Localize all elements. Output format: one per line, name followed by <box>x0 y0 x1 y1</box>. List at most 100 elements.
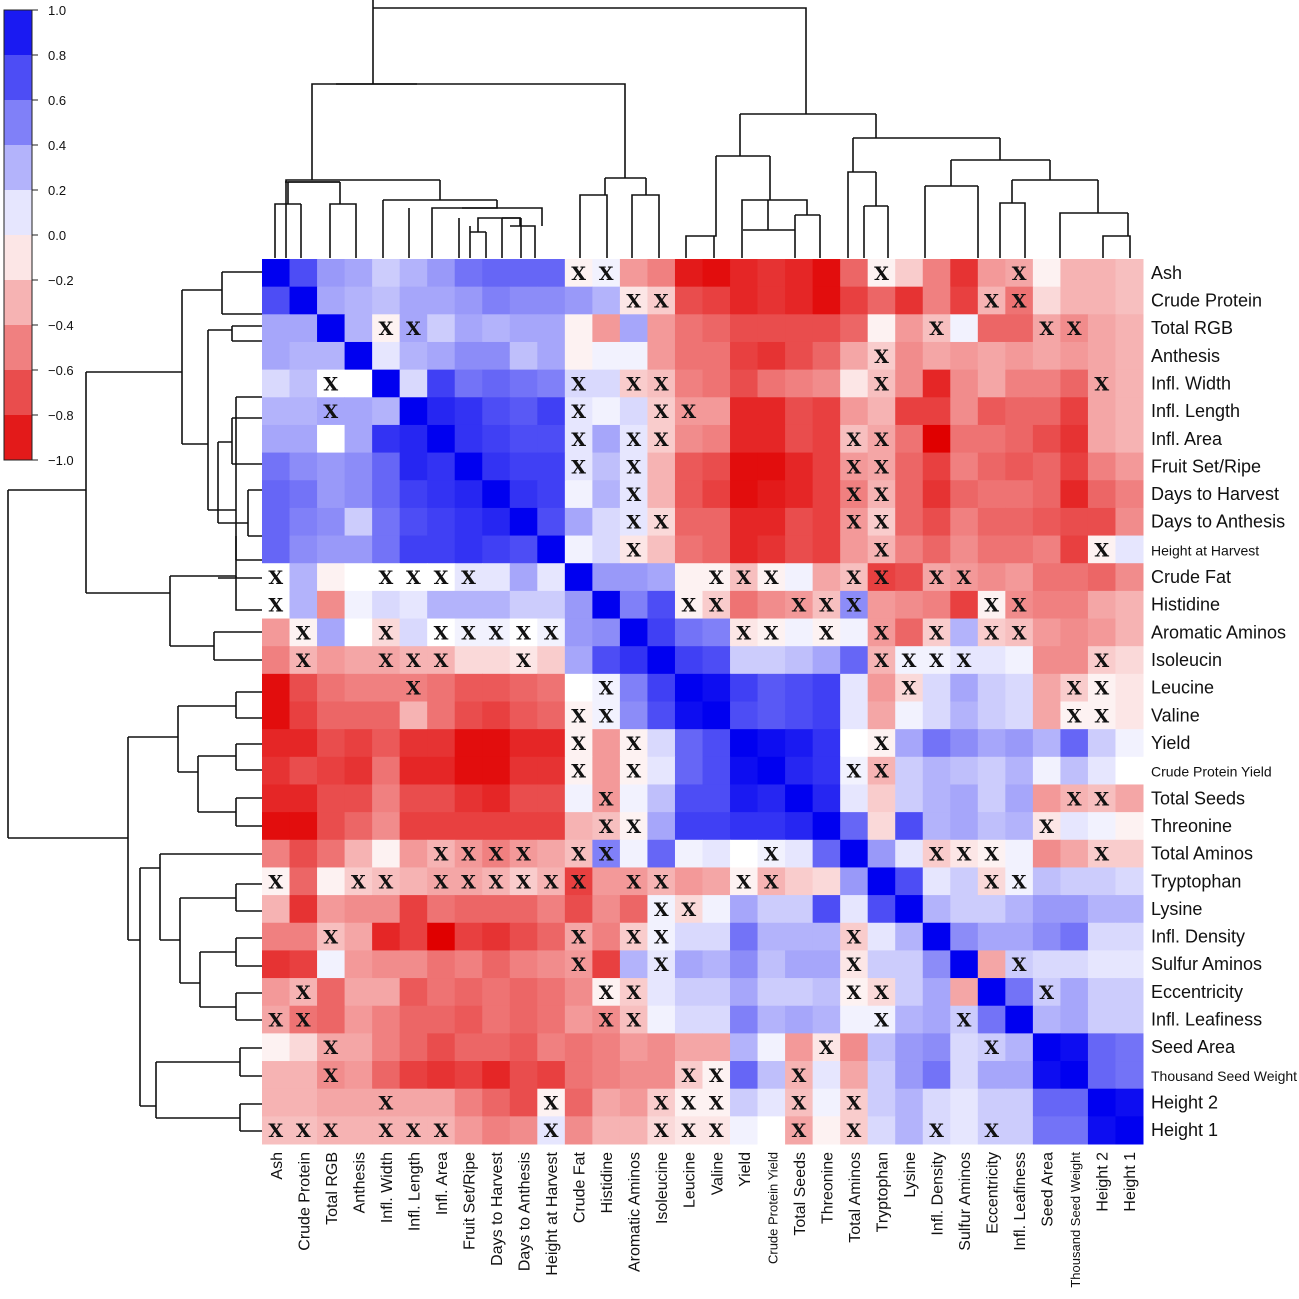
nonsignificant-mark: X <box>819 1037 834 1059</box>
heatmap-cell <box>399 507 428 537</box>
heatmap-cell <box>977 839 1006 868</box>
heatmap-cell <box>1087 673 1116 702</box>
heatmap-cell <box>454 1088 483 1117</box>
column-label: Lysine <box>902 1152 919 1198</box>
heatmap-cell <box>482 646 511 675</box>
heatmap-cell <box>317 1088 346 1117</box>
heatmap-cell <box>344 646 373 675</box>
heatmap-cell <box>344 563 373 592</box>
heatmap-cell <box>1087 756 1116 785</box>
colorbar-tick-label: 0.4 <box>48 138 66 153</box>
column-label: Valine <box>709 1152 726 1195</box>
heatmap-cell <box>812 895 841 924</box>
nonsignificant-mark: X <box>296 1010 311 1032</box>
heatmap-cell <box>977 978 1006 1007</box>
colorbar-tick-label: −0.6 <box>48 363 74 378</box>
nonsignificant-mark: X <box>929 844 944 866</box>
heatmap-cell <box>344 978 373 1007</box>
heatmap-cell <box>1005 424 1034 454</box>
heatmap-cell <box>840 1033 869 1062</box>
heatmap-cell <box>344 839 373 868</box>
heatmap-cell <box>509 867 538 896</box>
heatmap-cell <box>482 341 511 371</box>
heatmap-cell <box>1060 867 1089 896</box>
nonsignificant-mark: X <box>626 927 641 949</box>
heatmap-cell <box>262 424 291 454</box>
heatmap-cell <box>454 369 483 398</box>
heatmap-cell <box>895 1005 924 1034</box>
heatmap-cell <box>344 480 373 509</box>
heatmap-cell <box>1060 922 1089 951</box>
heatmap-cell <box>399 480 428 509</box>
heatmap-cell <box>1032 286 1061 315</box>
heatmap-cell <box>674 618 703 647</box>
heatmap-cell <box>564 978 593 1007</box>
heatmap-cell <box>317 729 346 758</box>
heatmap-cell <box>454 812 483 841</box>
heatmap-cell <box>674 839 703 868</box>
heatmap-cell <box>537 259 566 288</box>
heatmap-cell <box>509 950 538 979</box>
heatmap-cell <box>1060 286 1089 315</box>
row-label: Sulfur Aminos <box>1151 954 1262 974</box>
heatmap-cell <box>372 259 401 288</box>
heatmap-cell <box>812 424 841 454</box>
heatmap-cell <box>950 895 979 924</box>
nonsignificant-mark: X <box>984 1037 999 1059</box>
nonsignificant-mark: X <box>626 429 641 451</box>
nonsignificant-mark: X <box>351 871 366 893</box>
nonsignificant-mark: X <box>874 982 889 1004</box>
heatmap-cell <box>344 397 373 426</box>
heatmap-cell <box>289 590 318 620</box>
heatmap-cell <box>372 1005 401 1034</box>
heatmap-cell <box>702 341 731 371</box>
heatmap-cell <box>922 673 951 702</box>
nonsignificant-mark: X <box>847 512 862 534</box>
heatmap-cell <box>344 1061 373 1090</box>
heatmap-cell <box>950 812 979 841</box>
column-label: Infl. Area <box>434 1152 451 1215</box>
nonsignificant-mark: X <box>1094 539 1109 561</box>
heatmap-cell <box>372 424 401 454</box>
heatmap-cell <box>509 756 538 785</box>
heatmap-cell <box>509 259 538 288</box>
nonsignificant-mark: X <box>654 871 669 893</box>
heatmap-cell <box>537 812 566 841</box>
heatmap-cell <box>730 839 759 868</box>
heatmap-cell <box>922 369 951 398</box>
heatmap-cell <box>922 480 951 509</box>
heatmap-cell <box>564 784 593 813</box>
heatmap-cell <box>950 590 979 620</box>
column-label: Ash <box>269 1152 286 1180</box>
heatmap-cell <box>344 895 373 924</box>
heatmap-cell <box>262 756 291 785</box>
heatmap-cell <box>785 922 814 951</box>
heatmap-cell <box>812 259 841 288</box>
nonsignificant-mark: X <box>984 595 999 617</box>
heatmap-cell <box>1032 314 1061 343</box>
nonsignificant-mark: X <box>902 650 917 672</box>
colorbar-step <box>4 145 32 191</box>
heatmap-cell <box>674 259 703 288</box>
heatmap-cell <box>1060 397 1089 426</box>
nonsignificant-mark: X <box>984 291 999 313</box>
heatmap-cell <box>674 314 703 343</box>
heatmap-cell <box>619 286 648 315</box>
nonsignificant-mark: X <box>874 761 889 783</box>
heatmap-cell <box>1032 756 1061 785</box>
heatmap-cell <box>509 618 538 647</box>
heatmap-cell <box>427 1033 456 1062</box>
heatmap-cell <box>262 978 291 1007</box>
heatmap-cell <box>702 701 731 730</box>
heatmap-cell <box>785 1005 814 1034</box>
heatmap-cell <box>867 922 896 951</box>
heatmap-cell <box>262 701 291 730</box>
nonsignificant-mark: X <box>268 1120 283 1142</box>
heatmap-cell <box>977 535 1006 564</box>
heatmap-cell <box>399 397 428 426</box>
column-label: Crude Fat <box>572 1151 589 1223</box>
heatmap-cell <box>730 701 759 730</box>
heatmap-cell <box>895 812 924 841</box>
heatmap-cell <box>564 369 593 398</box>
heatmap-cells <box>262 259 1144 1145</box>
